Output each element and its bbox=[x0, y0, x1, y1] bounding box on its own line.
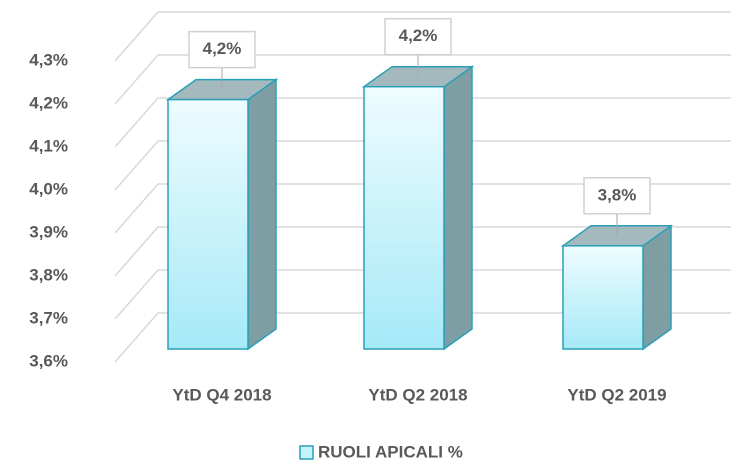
bar bbox=[562, 245, 644, 350]
bar-side bbox=[443, 65, 473, 351]
label-box bbox=[188, 30, 256, 69]
grid-line bbox=[114, 269, 731, 320]
legend-swatch bbox=[299, 445, 314, 460]
y-tick-label: 4,1% bbox=[29, 136, 68, 155]
bar bbox=[167, 98, 249, 350]
y-tick-label: 3,9% bbox=[29, 222, 68, 241]
bar-side bbox=[642, 224, 672, 351]
label-box bbox=[583, 177, 651, 215]
bar-side bbox=[247, 78, 277, 351]
grid-line bbox=[114, 140, 731, 191]
y-tick-label: 3,8% bbox=[29, 265, 68, 284]
grid-line bbox=[114, 97, 731, 148]
value-label: 4,2% bbox=[203, 39, 242, 58]
x-tick-label: YtD Q2 2019 bbox=[567, 385, 666, 404]
y-tick-label: 4,2% bbox=[29, 93, 68, 112]
bar bbox=[363, 85, 445, 350]
legend-label: RUOLI APICALI % bbox=[318, 442, 463, 461]
y-tick-label: 3,7% bbox=[29, 308, 68, 327]
grid-line bbox=[114, 183, 731, 234]
y-tick-label: 4,0% bbox=[29, 179, 68, 198]
y-tick-label: 3,6% bbox=[29, 351, 68, 370]
grid-line bbox=[114, 226, 731, 277]
x-tick-label: YtD Q2 2018 bbox=[368, 385, 467, 404]
y-tick-label: 4,3% bbox=[29, 50, 68, 69]
value-label: 3,8% bbox=[598, 185, 637, 204]
x-tick-label: YtD Q4 2018 bbox=[172, 385, 271, 404]
grid-line bbox=[114, 312, 731, 363]
grid-line bbox=[114, 11, 731, 62]
value-label: 4,2% bbox=[399, 26, 438, 45]
grid-line bbox=[114, 54, 731, 105]
label-box bbox=[384, 17, 452, 56]
